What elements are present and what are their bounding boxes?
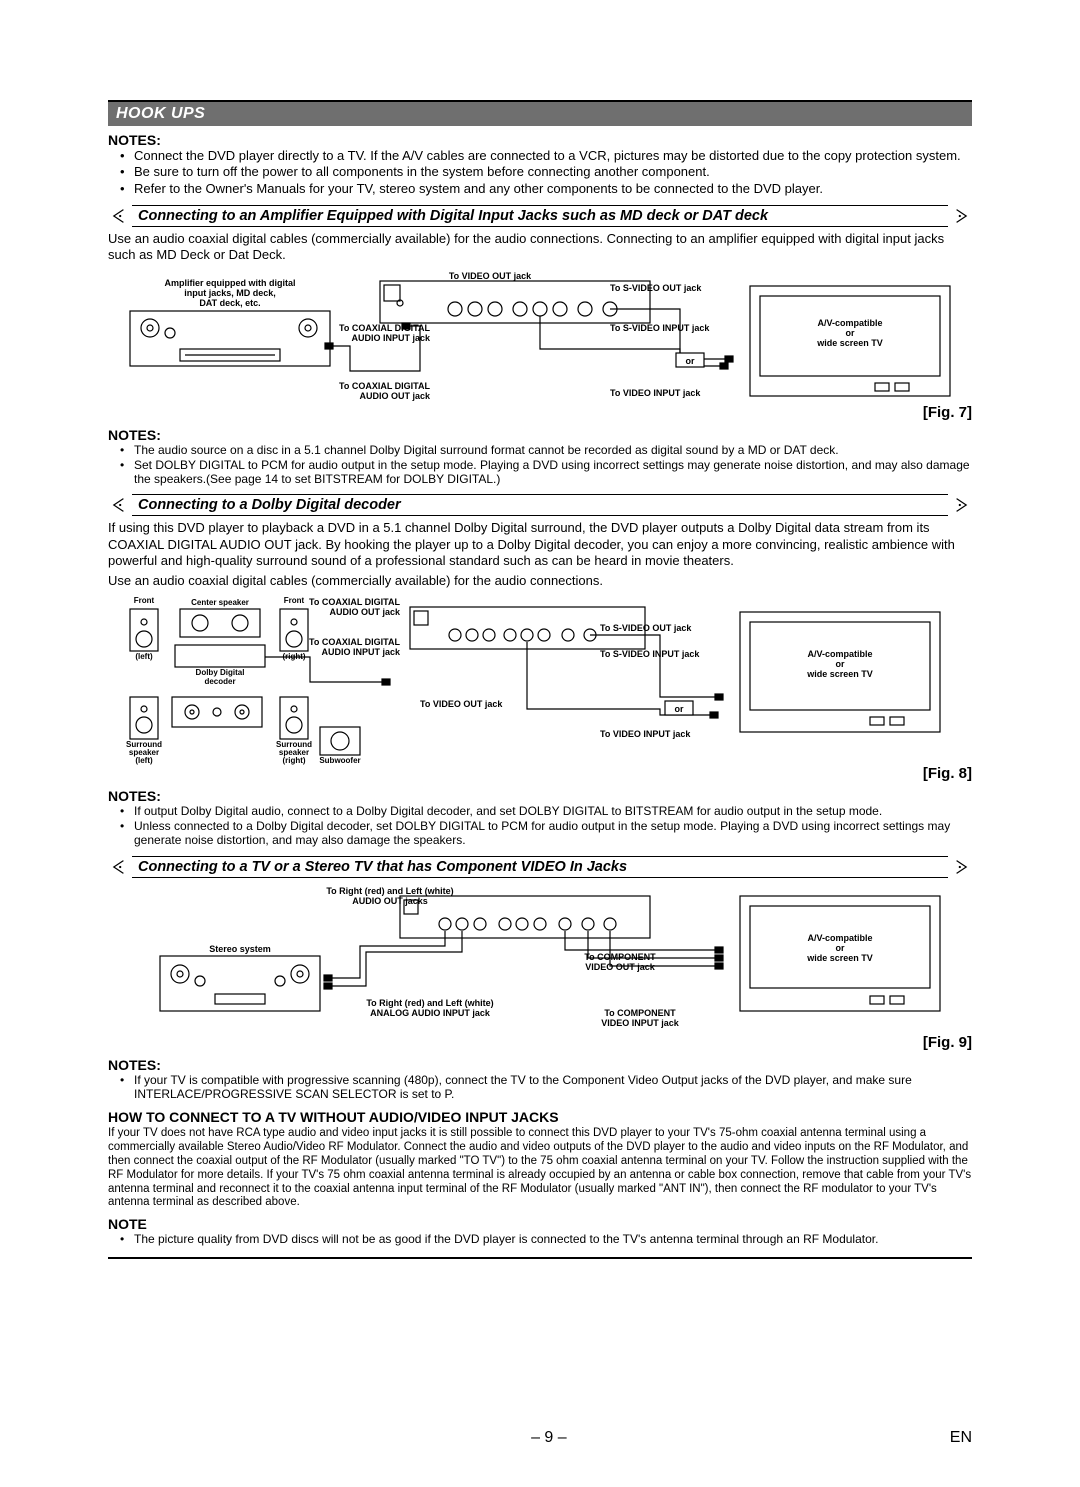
svg-text:To VIDEO INPUT jack: To VIDEO INPUT jack	[600, 729, 691, 739]
sub1-title: Connecting to an Amplifier Equipped with…	[132, 205, 948, 227]
svg-text:Amplifier equipped with digita: Amplifier equipped with digital	[164, 278, 295, 288]
sub1-notes-list: The audio source on a disc in a 5.1 chan…	[108, 443, 972, 486]
sub2-notes-label: NOTES:	[108, 788, 972, 804]
svg-text:AUDIO INPUT jack: AUDIO INPUT jack	[351, 333, 431, 343]
diagram-fig9: To Right (red) and Left (white) AUDIO OU…	[120, 886, 960, 1036]
svg-text:To COMPONENT: To COMPONENT	[604, 1008, 676, 1018]
svg-text:AUDIO INPUT jack: AUDIO INPUT jack	[321, 647, 401, 657]
sub1-notes-label: NOTES:	[108, 427, 972, 443]
svg-text:(left): (left)	[135, 652, 153, 661]
note-item: Set DOLBY DIGITAL to PCM for audio outpu…	[120, 458, 972, 487]
svg-text:A/V-compatible: A/V-compatible	[817, 318, 882, 328]
sub1-heading-row: Connecting to an Amplifier Equipped with…	[108, 205, 972, 227]
svg-text:wide screen TV: wide screen TV	[816, 338, 883, 348]
svg-text:To S-VIDEO INPUT jack: To S-VIDEO INPUT jack	[600, 649, 700, 659]
svg-text:VIDEO INPUT jack: VIDEO INPUT jack	[601, 1018, 680, 1028]
note-item: Refer to the Owner's Manuals for your TV…	[120, 181, 972, 197]
svg-text:To S-VIDEO INPUT jack: To S-VIDEO INPUT jack	[610, 323, 710, 333]
svg-text:To Right (red) and Left (white: To Right (red) and Left (white)	[326, 886, 453, 896]
svg-text:To COAXIAL DIGITAL: To COAXIAL DIGITAL	[309, 597, 400, 607]
ornament-right-icon	[954, 859, 972, 875]
svg-text:(left): (left)	[135, 756, 153, 765]
svg-text:To Right (red) and Left (white: To Right (red) and Left (white)	[366, 998, 493, 1008]
svg-text:Dolby Digital: Dolby Digital	[196, 668, 245, 677]
note-item: Be sure to turn off the power to all com…	[120, 164, 972, 180]
howto-note-list: The picture quality from DVD discs will …	[108, 1232, 972, 1246]
svg-text:wide screen TV: wide screen TV	[806, 669, 873, 679]
note-item: Unless connected to a Dolby Digital deco…	[120, 819, 972, 848]
svg-text:or: or	[836, 943, 845, 953]
page-bottom-border	[108, 1257, 972, 1259]
sub2-heading-row: Connecting to a Dolby Digital decoder	[108, 494, 972, 516]
sub2-body2: Use an audio coaxial digital cables (com…	[108, 573, 972, 589]
svg-text:or: or	[675, 704, 684, 714]
howto-heading: HOW TO CONNECT TO A TV WITHOUT AUDIO/VID…	[108, 1109, 972, 1125]
sub2-body1: If using this DVD player to playback a D…	[108, 520, 972, 569]
svg-text:(right): (right)	[282, 756, 305, 765]
svg-text:ANALOG AUDIO INPUT jack: ANALOG AUDIO INPUT jack	[370, 1008, 491, 1018]
svg-text:AUDIO OUT jack: AUDIO OUT jack	[359, 391, 431, 401]
fig7-label: [Fig. 7]	[108, 404, 972, 421]
diagram-fig8: Front (left) Center speaker Front (right…	[120, 597, 960, 767]
svg-text:AUDIO OUT jack: AUDIO OUT jack	[329, 607, 401, 617]
svg-text:To VIDEO INPUT jack: To VIDEO INPUT jack	[610, 388, 701, 398]
ornament-right-icon	[954, 497, 972, 513]
svg-text:Front: Front	[134, 597, 155, 605]
svg-text:(right): (right)	[282, 652, 305, 661]
svg-text:input jacks, MD deck,: input jacks, MD deck,	[184, 288, 276, 298]
howto-body: If your TV does not have RCA type audio …	[108, 1127, 972, 1210]
svg-text:To S-VIDEO OUT jack: To S-VIDEO OUT jack	[600, 623, 692, 633]
svg-text:To COAXIAL DIGITAL: To COAXIAL DIGITAL	[339, 323, 430, 333]
svg-text:Front: Front	[284, 597, 305, 605]
svg-text:To COAXIAL DIGITAL: To COAXIAL DIGITAL	[309, 637, 400, 647]
sub1-body: Use an audio coaxial digital cables (com…	[108, 231, 972, 264]
howto-note-label: NOTE	[108, 1216, 972, 1232]
svg-text:or: or	[846, 328, 855, 338]
sub2-title: Connecting to a Dolby Digital decoder	[132, 494, 948, 516]
svg-text:DAT deck, etc.: DAT deck, etc.	[199, 298, 260, 308]
svg-text:To COMPONENT: To COMPONENT	[584, 952, 656, 962]
svg-text:wide screen TV: wide screen TV	[806, 953, 873, 963]
ornament-left-icon	[108, 497, 126, 513]
sub3-heading-row: Connecting to a TV or a Stereo TV that h…	[108, 856, 972, 878]
svg-text:decoder: decoder	[204, 677, 235, 686]
note-item: The audio source on a disc in a 5.1 chan…	[120, 443, 972, 457]
note-item: Connect the DVD player directly to a TV.…	[120, 148, 972, 164]
ornament-right-icon	[954, 208, 972, 224]
note-item: If your TV is compatible with progressiv…	[120, 1073, 972, 1102]
fig9-label: [Fig. 9]	[108, 1034, 972, 1051]
sub3-notes-list: If your TV is compatible with progressiv…	[108, 1073, 972, 1102]
note-item: If output Dolby Digital audio, connect t…	[120, 804, 972, 818]
svg-text:or: or	[686, 356, 695, 366]
svg-text:A/V-compatible: A/V-compatible	[807, 933, 872, 943]
svg-text:AUDIO OUT jacks: AUDIO OUT jacks	[352, 896, 428, 906]
note-item: The picture quality from DVD discs will …	[120, 1232, 972, 1246]
page-number: – 9 –	[148, 1429, 950, 1447]
svg-text:To COAXIAL DIGITAL: To COAXIAL DIGITAL	[339, 381, 430, 391]
svg-text:VIDEO OUT jack: VIDEO OUT jack	[585, 962, 656, 972]
svg-text:Center speaker: Center speaker	[191, 598, 249, 607]
svg-text:To VIDEO OUT jack: To VIDEO OUT jack	[449, 271, 532, 281]
svg-text:or: or	[836, 659, 845, 669]
svg-text:A/V-compatible: A/V-compatible	[807, 649, 872, 659]
page-footer: – 9 – EN	[108, 1429, 972, 1447]
top-notes-label: NOTES:	[108, 132, 972, 148]
diagram-fig7: Amplifier equipped with digital input ja…	[120, 271, 960, 406]
svg-text:To S-VIDEO OUT jack: To S-VIDEO OUT jack	[610, 283, 702, 293]
ornament-left-icon	[108, 859, 126, 875]
sub2-notes-list: If output Dolby Digital audio, connect t…	[108, 804, 972, 847]
svg-text:Stereo system: Stereo system	[209, 944, 271, 954]
sub3-notes-label: NOTES:	[108, 1057, 972, 1073]
svg-text:To VIDEO OUT jack: To VIDEO OUT jack	[420, 699, 503, 709]
ornament-left-icon	[108, 208, 126, 224]
sub3-title: Connecting to a TV or a Stereo TV that h…	[132, 856, 948, 878]
page-lang: EN	[950, 1429, 972, 1447]
section-header: HOOK UPS	[108, 102, 972, 126]
top-notes-list: Connect the DVD player directly to a TV.…	[108, 148, 972, 197]
svg-text:Subwoofer: Subwoofer	[319, 756, 360, 765]
fig8-label: [Fig. 8]	[108, 765, 972, 782]
